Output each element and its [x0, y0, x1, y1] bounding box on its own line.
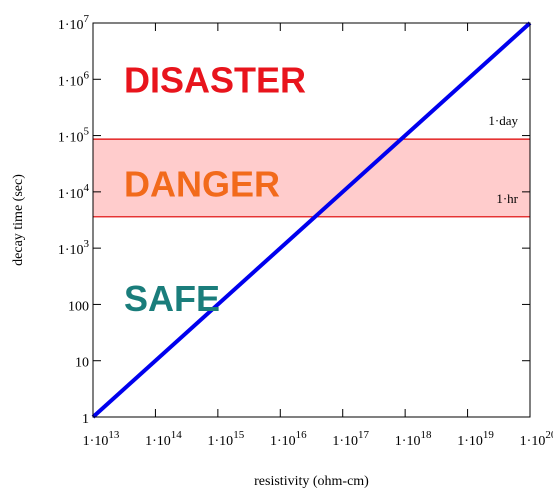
- x-tick-label: 1·1018: [395, 429, 432, 449]
- y-tick-label: 1·105: [58, 126, 90, 146]
- x-tick-label: 1·1020: [520, 429, 553, 449]
- plot-frame: [92, 22, 531, 418]
- x-tick-label: 1·1017: [332, 429, 369, 449]
- band-label: 1·hr: [496, 191, 518, 206]
- danger-band-layer: [93, 138, 530, 218]
- y-tick-label: 1·107: [58, 13, 90, 33]
- x-tick-label: 1·1013: [83, 429, 120, 449]
- band-label: 1·day: [488, 113, 518, 128]
- x-tick-label: 1·1019: [457, 429, 494, 449]
- y-tick-label: 10: [75, 356, 89, 371]
- danger-band: [93, 139, 530, 217]
- y-tick-label: 1·103: [58, 238, 90, 258]
- y-tick-label: 100: [68, 299, 89, 314]
- ticks-layer: 1·1013 1·1014 1·1015 1·1016 1·1017 1·1018 1·10…: [58, 13, 553, 449]
- x-tick-label: 1·1015: [208, 429, 245, 449]
- y-tick-label: 1: [82, 412, 89, 427]
- y-axis-title: decay time (sec): [11, 174, 26, 266]
- y-tick-label: 1·106: [58, 69, 90, 89]
- y-tick-label: 1·104: [58, 182, 90, 202]
- series-layer: [91, 21, 532, 419]
- x-axis-title: resistivity (ohm-cm): [254, 474, 369, 489]
- zone-label-danger: DANGER: [124, 164, 280, 205]
- labels-layer: DISASTER DANGER SAFE 1·day 1·hr: [124, 59, 519, 319]
- series-line-0: [91, 21, 532, 419]
- zone-label-disaster: DISASTER: [124, 59, 306, 100]
- zone-label-safe: SAFE: [124, 278, 220, 319]
- x-tick-label: 1·1014: [145, 429, 182, 449]
- x-tick-label: 1·1016: [270, 429, 307, 449]
